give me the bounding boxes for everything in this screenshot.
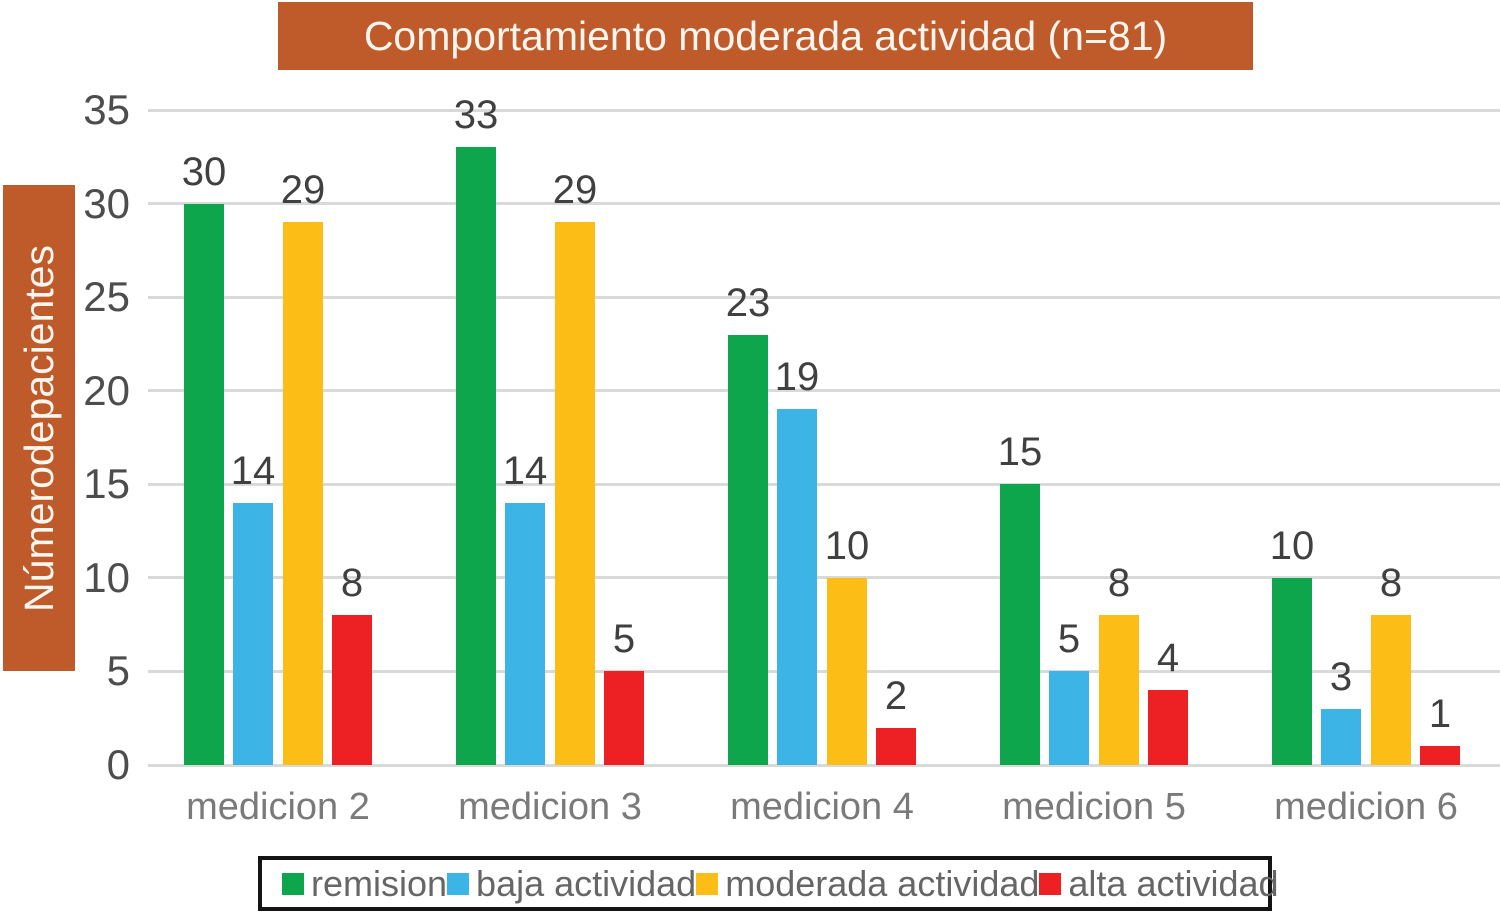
y-tick-label: 35 xyxy=(83,86,130,133)
bar-value-label: 10 xyxy=(824,523,870,568)
bar-alta-actividad-medicion-3 xyxy=(604,671,644,765)
bar-moderada-actividad-medicion-4 xyxy=(827,577,867,765)
x-axis-label-medicion-3: medicion 3 xyxy=(458,786,642,828)
gridline xyxy=(148,669,1500,673)
bar-value-label: 1 xyxy=(1428,692,1452,737)
legend-item-baja-actividad: baja actividad xyxy=(447,863,696,905)
bar-remision-medicion-3 xyxy=(456,147,496,765)
bar-remision-medicion-2 xyxy=(184,203,224,765)
legend-swatch-remision xyxy=(282,872,304,895)
gridline xyxy=(148,108,1500,112)
legend-item-alta-actividad: alta actividad xyxy=(1039,862,1279,905)
chart-title: Comportamiento moderada actividad (n=81) xyxy=(278,2,1253,70)
bar-moderada-actividad-medicion-6 xyxy=(1371,615,1411,765)
bar-moderada-actividad-medicion-5 xyxy=(1099,615,1139,765)
gridline xyxy=(148,482,1500,486)
legend-label-alta-actividad: alta actividad xyxy=(1068,862,1279,904)
bar-value-label: 8 xyxy=(1379,561,1403,606)
y-tick-label: 25 xyxy=(83,273,130,321)
bar-baja-actividad-medicion-3 xyxy=(505,503,545,765)
legend: remision baja actividad moderada actividad… xyxy=(258,856,1279,911)
bar-alta-actividad-medicion-5 xyxy=(1148,690,1188,765)
gridline xyxy=(148,763,1500,767)
x-axis-label-medicion-2: medicion 2 xyxy=(186,786,370,828)
legend-label-moderada-actividad: moderada actividad xyxy=(725,862,1040,904)
bar-value-label: 8 xyxy=(1107,561,1131,606)
bar-value-label: 3 xyxy=(1329,654,1353,699)
y-tick-label: 30 xyxy=(83,179,130,227)
bar-moderada-actividad-medicion-3 xyxy=(555,222,595,765)
legend-item-remision: remision xyxy=(282,863,447,905)
y-axis-label-banner: Númerodepacientes xyxy=(3,185,75,671)
y-tick-label: 0 xyxy=(106,741,130,788)
bar-value-label: 15 xyxy=(997,430,1043,475)
bar-baja-actividad-medicion-4 xyxy=(777,409,817,765)
y-tick-label: 20 xyxy=(83,366,130,414)
bar-value-label: 4 xyxy=(1156,636,1180,681)
gridline xyxy=(148,295,1500,299)
y-tick-label: 15 xyxy=(83,460,130,508)
bar-moderada-actividad-medicion-2 xyxy=(283,222,323,765)
legend-swatch-baja-actividad xyxy=(447,872,470,895)
bar-value-label: 5 xyxy=(612,617,636,662)
bar-alta-actividad-medicion-2 xyxy=(332,615,372,765)
x-axis-label-medicion-5: medicion 5 xyxy=(1002,786,1186,828)
gridline xyxy=(148,389,1500,393)
bar-baja-actividad-medicion-2 xyxy=(233,503,273,765)
bar-value-label: 23 xyxy=(725,280,771,325)
x-axis-label-medicion-4: medicion 4 xyxy=(730,786,914,828)
bar-value-label: 8 xyxy=(340,561,364,606)
bar-baja-actividad-medicion-6 xyxy=(1321,708,1361,765)
bar-alta-actividad-medicion-6 xyxy=(1420,746,1460,765)
bar-alta-actividad-medicion-4 xyxy=(876,727,916,765)
bar-remision-medicion-6 xyxy=(1272,577,1312,765)
bar-value-label: 29 xyxy=(280,168,326,213)
bar-value-label: 33 xyxy=(453,93,499,138)
bar-value-label: 29 xyxy=(552,168,598,213)
bar-value-label: 30 xyxy=(181,149,227,194)
y-tick-label: 5 xyxy=(106,647,130,695)
gridline xyxy=(148,576,1500,580)
legend-swatch-alta-actividad xyxy=(1039,872,1062,895)
legend-item-moderada-actividad: moderada actividad xyxy=(696,863,1039,905)
bar-remision-medicion-4 xyxy=(728,334,768,765)
bar-value-label: 10 xyxy=(1269,523,1315,568)
legend-label-remision: remision xyxy=(311,862,448,904)
bar-value-label: 5 xyxy=(1057,617,1081,662)
bar-baja-actividad-medicion-5 xyxy=(1049,671,1089,765)
bar-value-label: 14 xyxy=(502,449,548,493)
bar-value-label: 19 xyxy=(774,355,820,400)
bar-remision-medicion-5 xyxy=(1000,484,1040,765)
legend-label-baja-actividad: baja actividad xyxy=(476,862,697,904)
legend-swatch-moderada-actividad xyxy=(696,872,719,895)
y-tick-label: 10 xyxy=(83,553,130,601)
gridline xyxy=(148,202,1500,206)
bar-value-label: 14 xyxy=(230,449,276,493)
bar-value-label: 2 xyxy=(884,673,908,718)
x-axis-label-medicion-6: medicion 6 xyxy=(1274,786,1458,828)
